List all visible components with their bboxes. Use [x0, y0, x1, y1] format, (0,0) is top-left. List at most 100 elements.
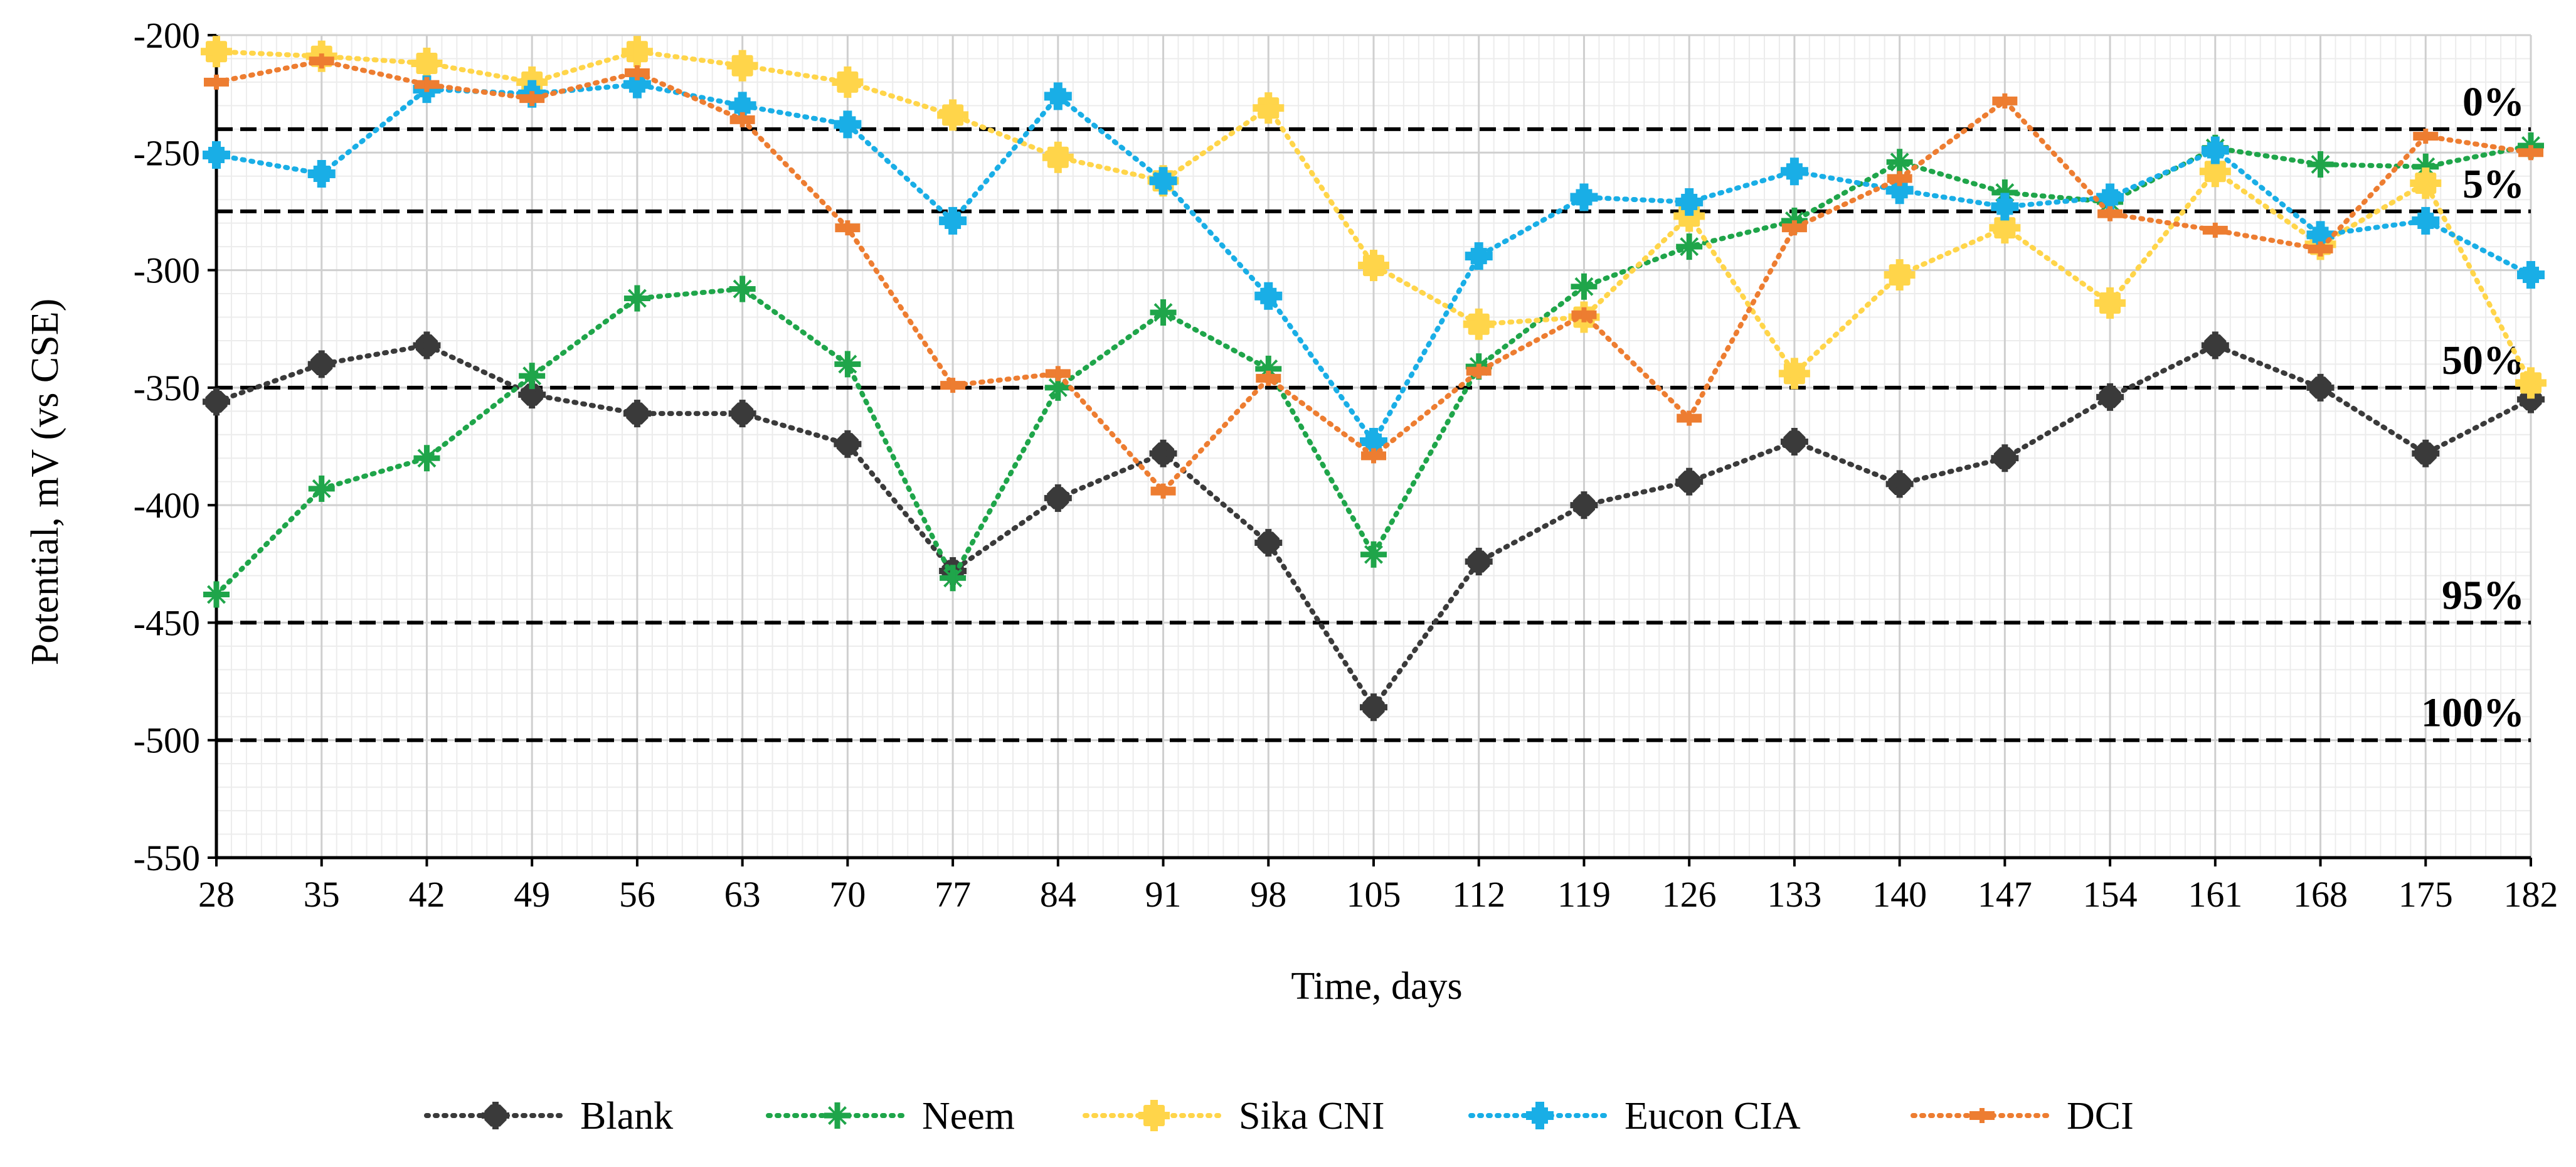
x-tick-label: 105: [1347, 874, 1401, 915]
y-tick-label: -250: [134, 132, 200, 173]
x-tick-label: 119: [1557, 874, 1611, 915]
point-dci: [1361, 448, 1386, 464]
point-neem: [1571, 273, 1598, 300]
point-eucon-cia: [1149, 167, 1177, 195]
point-neem: [729, 275, 756, 302]
point-dci: [1992, 93, 2018, 109]
point-eucon-cia: [2412, 206, 2440, 235]
legend: Blank Neem Sika CNI Eucon CIA DCI: [424, 1095, 2134, 1138]
point-sika-cni: [726, 50, 758, 82]
point-neem: [1991, 179, 2018, 206]
point-eucon-cia: [939, 206, 967, 235]
legend-label: Eucon CIA: [1625, 1095, 1801, 1138]
legend-item-dci: DCI: [1911, 1095, 2134, 1138]
point-eucon-cia: [2201, 136, 2229, 164]
point-dci: [1466, 363, 1492, 379]
series-neem: [203, 132, 2544, 608]
point-blank: [1044, 484, 1072, 512]
point-neem: [519, 363, 546, 390]
point-dci: [1045, 366, 1071, 381]
legend-marker: [1526, 1102, 1554, 1129]
point-dci: [1677, 410, 1702, 426]
point-dci: [835, 220, 861, 236]
point-eucon-cia: [2517, 261, 2545, 289]
point-sika-cni: [2094, 287, 2126, 319]
point-blank: [1254, 529, 1283, 557]
point-eucon-cia: [1675, 188, 1704, 216]
x-axis-title: Time, days: [1291, 965, 1462, 1008]
point-sika-cni: [2515, 367, 2547, 399]
x-tick-label: 77: [935, 874, 971, 915]
point-blank: [1885, 470, 1914, 498]
point-eucon-cia: [203, 141, 230, 169]
y-tick-label: -400: [134, 485, 200, 526]
point-sika-cni: [937, 99, 969, 131]
x-tick-label: 140: [1872, 874, 1927, 915]
reference-lines-layer: 0%5%50%95%100%: [216, 79, 2531, 742]
point-sika-cni: [1042, 141, 1074, 173]
point-neem: [1886, 149, 1913, 176]
x-tick-label: 63: [724, 874, 761, 915]
point-dci: [309, 53, 334, 69]
point-blank: [1149, 439, 1177, 467]
point-neem: [834, 351, 861, 378]
point-neem: [940, 565, 967, 592]
y-axis-title: Potential, mV (vs CSE): [24, 299, 66, 665]
reference-label-100pct: 100%: [2421, 690, 2525, 736]
series-eucon-cia: [203, 70, 2545, 456]
x-tick-label: 175: [2398, 874, 2453, 915]
legend-marker: [482, 1102, 509, 1129]
point-dci: [1781, 220, 1807, 236]
point-blank: [623, 400, 651, 428]
point-dci: [414, 77, 440, 92]
x-tick-label: 70: [829, 874, 866, 915]
x-tick-label: 182: [2504, 874, 2558, 915]
point-dci: [1571, 307, 1597, 322]
point-blank: [203, 388, 230, 416]
x-tick-label: 91: [1145, 874, 1182, 915]
point-blank: [1570, 491, 1598, 520]
x-tick-label: 133: [1767, 874, 1821, 915]
point-dci: [2518, 145, 2543, 161]
y-tick-label: -200: [134, 15, 200, 56]
point-sika-cni: [201, 36, 232, 68]
x-tick-label: 84: [1040, 874, 1076, 915]
legend-item-sika-cni: Sika CNI: [1083, 1095, 1385, 1138]
point-sika-cni: [1884, 259, 1916, 291]
point-eucon-cia: [834, 110, 862, 139]
legend-item-neem: Neem: [766, 1095, 1015, 1138]
reference-label-5pct: 5%: [2462, 161, 2525, 207]
x-tick-label: 49: [514, 874, 550, 915]
point-dci: [940, 378, 966, 393]
point-neem: [203, 581, 230, 608]
y-tick-label: -350: [134, 368, 200, 408]
legend-marker: [1969, 1108, 1995, 1123]
point-eucon-cia: [1570, 183, 1598, 211]
point-neem: [413, 445, 440, 472]
y-tick-label: -300: [134, 250, 200, 291]
point-blank: [1780, 428, 1808, 456]
point-neem: [2412, 153, 2439, 180]
point-blank: [307, 350, 336, 378]
point-sika-cni: [1253, 92, 1285, 124]
point-blank: [2306, 373, 2335, 402]
legend-label: Sika CNI: [1239, 1095, 1385, 1138]
point-blank: [518, 381, 546, 409]
point-eucon-cia: [1044, 82, 1072, 110]
x-tick-label: 161: [2188, 874, 2242, 915]
point-blank: [1675, 467, 1704, 496]
point-neem: [1150, 299, 1177, 326]
point-dci: [624, 65, 650, 80]
point-dci: [519, 91, 545, 107]
legend-label: Neem: [922, 1095, 1015, 1138]
legend-item-blank: Blank: [424, 1095, 673, 1138]
point-blank: [1991, 444, 2019, 472]
point-dci: [729, 112, 755, 127]
point-blank: [834, 430, 862, 458]
point-eucon-cia: [1254, 282, 1283, 310]
point-sika-cni: [1358, 250, 1389, 282]
point-neem: [1255, 355, 1282, 382]
point-sika-cni: [2410, 167, 2442, 199]
